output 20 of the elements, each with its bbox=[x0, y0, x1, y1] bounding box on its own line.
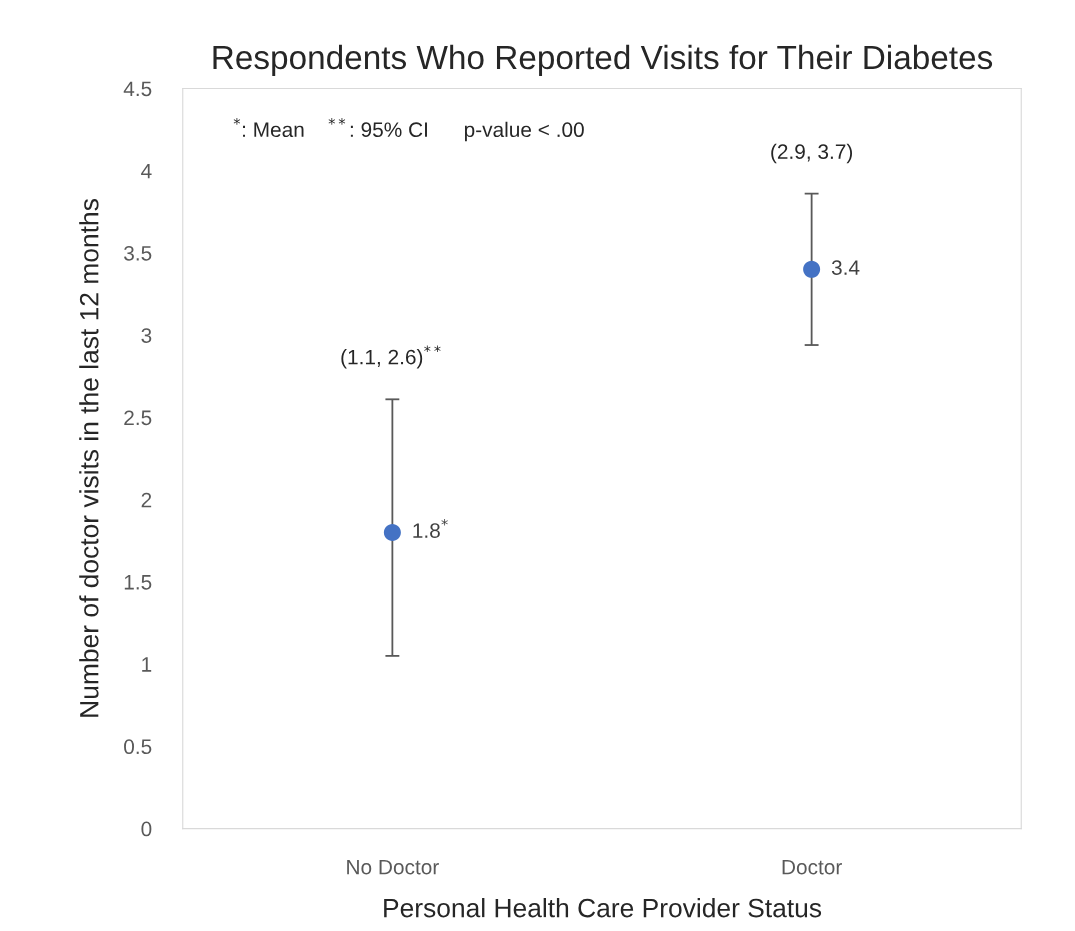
data-label: 1.8$^{*}$ bbox=[413, 518, 448, 538]
y-tick-label: 4 bbox=[141, 163, 152, 179]
annotation: (1.1, 2.6)$^{**}$ bbox=[341, 345, 441, 369]
y-tick-label: 1.5 bbox=[124, 575, 152, 590]
y-tick-label: 0.5 bbox=[124, 739, 152, 755]
x-axis-title: Personal Health Care Provider Status bbox=[384, 898, 822, 918]
y-tick-label: 3 bbox=[141, 328, 152, 343]
x-tick-label: No Doctor bbox=[347, 859, 439, 875]
x-tick-label: Doctor bbox=[782, 859, 842, 875]
y-tick-label: 2.5 bbox=[124, 410, 152, 426]
y-tick-label: 4.5 bbox=[123, 81, 152, 97]
annotation: (2.9, 3.7) bbox=[771, 143, 853, 164]
y-tick-label: 1 bbox=[142, 657, 152, 672]
text: $^{*}$: Mean $^{**}$: 95% CI p-value < .00 bbox=[233, 118, 584, 142]
chart-title: Respondents Who Reported Visits for Their Diabetes bbox=[213, 44, 993, 76]
y-tick-label: 3.5 bbox=[124, 245, 152, 261]
y-tick-label: 0 bbox=[141, 821, 152, 837]
y-axis-title: Number of doctor visits in the last 12 months bbox=[79, 199, 99, 717]
y-tick-label: 2 bbox=[141, 492, 152, 508]
data-label: 3.4 bbox=[831, 260, 860, 275]
